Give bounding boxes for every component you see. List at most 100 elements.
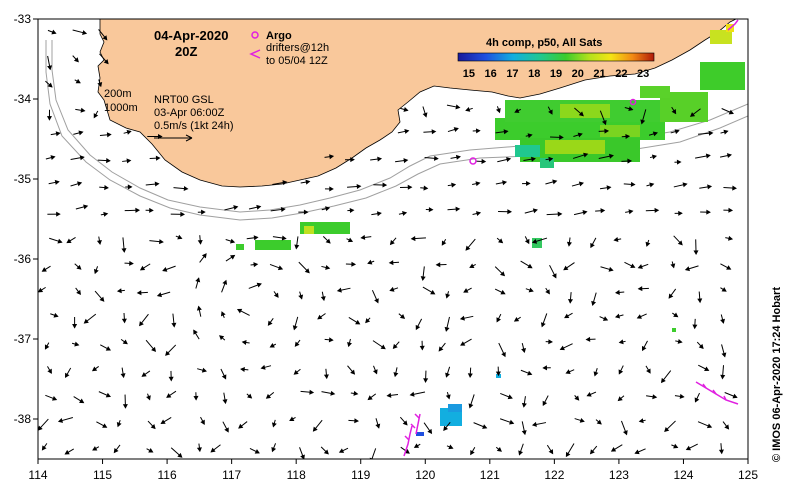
current-arrow (494, 288, 506, 295)
current-arrow (563, 262, 575, 271)
current-arrow (591, 292, 597, 307)
current-arrow (250, 262, 259, 268)
current-arrow (685, 443, 698, 451)
current-arrow (248, 204, 262, 210)
current-arrow (500, 392, 513, 400)
current-arrow (200, 416, 205, 425)
current-arrow (345, 261, 357, 267)
current-arrow (460, 338, 472, 346)
current-arrow (375, 418, 381, 429)
current-arrow (220, 368, 227, 380)
current-arrow (438, 342, 446, 352)
y-tick-label: -38 (14, 412, 32, 426)
current-arrow (590, 237, 597, 249)
current-arrow (47, 366, 52, 374)
current-arrow (367, 393, 377, 401)
current-arrow (595, 419, 602, 425)
current-arrow (46, 109, 52, 121)
current-arrow (720, 129, 729, 135)
current-arrow (322, 236, 331, 244)
current-arrow (625, 209, 634, 215)
current-arrow (674, 393, 685, 399)
current-arrow (236, 308, 250, 316)
current-arrow (395, 158, 409, 164)
current-arrow (145, 339, 156, 352)
isobath-1000m-label: 1000m (104, 102, 138, 114)
current-arrow (225, 254, 236, 262)
current-arrow (350, 390, 359, 396)
current-arrow (149, 239, 164, 245)
current-arrow (574, 107, 584, 117)
current-arrow (113, 444, 121, 454)
current-arrow (589, 445, 598, 455)
current-arrow (689, 108, 701, 117)
current-arrow (371, 290, 379, 304)
current-arrow (599, 185, 612, 191)
colorbar-tick-label: 18 (528, 68, 540, 80)
current-arrow (524, 208, 538, 214)
current-arrow (48, 179, 60, 185)
current-arrow (447, 206, 461, 212)
current-arrow (71, 341, 80, 347)
current-arrow (465, 106, 473, 112)
current-arrow (98, 29, 108, 41)
current-arrow (100, 211, 109, 217)
current-arrow (545, 339, 553, 345)
current-arrow (72, 316, 78, 329)
current-arrow (393, 367, 399, 378)
current-arrow (397, 128, 410, 134)
current-arrow (542, 365, 551, 371)
current-arrow (139, 313, 149, 327)
current-arrow (389, 286, 399, 292)
current-arrow (66, 236, 76, 244)
current-arrow (241, 340, 250, 346)
current-arrow (641, 340, 648, 352)
current-arrow (673, 235, 683, 246)
current-arrow (523, 156, 536, 162)
current-arrow (83, 313, 97, 324)
current-arrow (720, 287, 727, 292)
x-tick-label: 123 (609, 468, 629, 482)
current-arrow (496, 237, 504, 244)
current-arrow (168, 370, 174, 382)
current-arrow (347, 338, 352, 348)
current-arrow (70, 181, 83, 187)
current-scale-label: 0.5m/s (1kt 24h) (154, 120, 233, 132)
current-arrow (320, 446, 329, 455)
current-arrow (389, 237, 397, 246)
current-arrow (598, 153, 614, 159)
x-tick-label: 117 (222, 468, 241, 482)
current-arrow (586, 391, 597, 397)
x-tick-label: 122 (544, 468, 564, 482)
colorbar-tick-label: 15 (463, 68, 475, 80)
current-arrow (136, 290, 148, 296)
current-arrow (166, 390, 177, 398)
current-vectors (38, 29, 738, 459)
current-arrow (299, 447, 305, 459)
current-arrow (348, 317, 361, 325)
current-arrow (224, 205, 239, 211)
current-arrow (121, 312, 127, 324)
current-arrow (298, 261, 310, 274)
current-arrow (422, 286, 436, 295)
current-arrow (116, 420, 122, 428)
colorbar: 4h comp, p50, All Sats 15 16 17 18 19 20 21 22 2… (457, 37, 655, 80)
current-arrow (219, 335, 226, 341)
current-arrow (269, 343, 277, 348)
current-arrow (520, 369, 533, 376)
argo-float-marker (629, 98, 637, 106)
current-arrow (531, 421, 547, 427)
current-arrow (312, 419, 323, 432)
current-arrow (637, 286, 649, 292)
current-arrow (196, 443, 202, 453)
current-arrow (720, 314, 725, 324)
current-arrow (495, 106, 501, 114)
current-arrow (324, 337, 334, 343)
current-arrow (721, 108, 734, 115)
current-arrow (273, 291, 279, 298)
current-arrow (271, 443, 277, 453)
current-arrow (697, 291, 703, 304)
current-arrow (660, 370, 672, 384)
current-arrow (495, 180, 508, 186)
current-arrow (73, 130, 84, 136)
